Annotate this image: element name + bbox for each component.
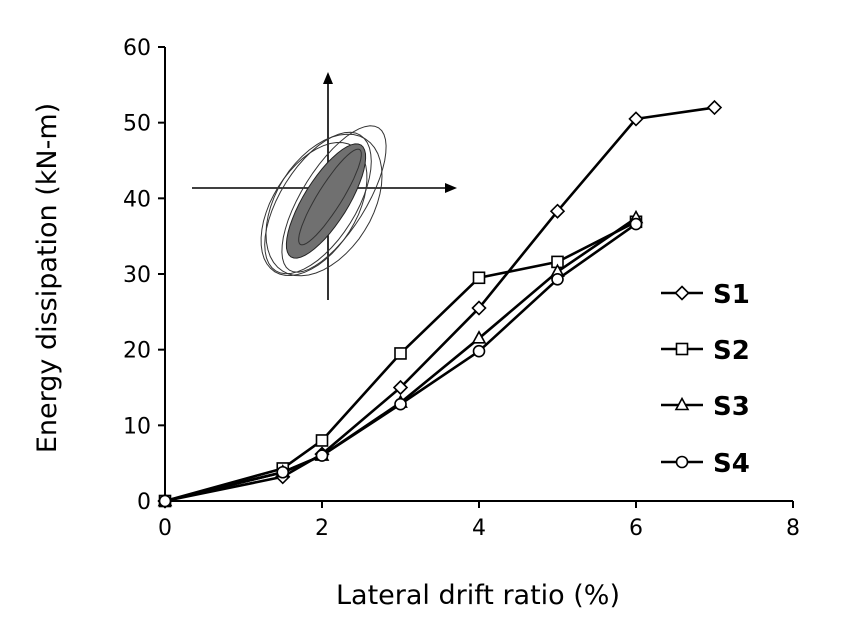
data-point-s2 <box>394 347 407 360</box>
legend-item-s4: S4 <box>661 449 750 479</box>
tick-labels: 0 2 4 6 8 0 10 20 30 40 50 60 <box>123 36 800 541</box>
legend-marker-s4 <box>675 455 689 469</box>
inset-hysteresis-loop <box>260 141 368 277</box>
legend-marker-s3 <box>674 396 690 411</box>
legend-item-s1: S1 <box>661 280 750 310</box>
series-line-s2 <box>164 220 637 503</box>
inset-arrow-up <box>323 72 333 84</box>
data-point-s4 <box>629 217 643 231</box>
legend-marker-s2 <box>675 342 689 356</box>
legend-label-s1: S1 <box>713 280 750 310</box>
legend-label-s2: S2 <box>713 336 750 366</box>
series-line-s1 <box>164 106 715 503</box>
y-tick-label: 0 <box>137 490 151 515</box>
y-tick-label: 40 <box>123 187 151 212</box>
inset-shaded-loop <box>285 143 367 259</box>
data-point-s2 <box>315 434 329 447</box>
series-s1 <box>157 99 723 509</box>
inset-hysteresis-loop <box>298 148 362 246</box>
hysteresis-inset <box>192 72 457 300</box>
y-tick-label: 20 <box>123 339 151 364</box>
inset-arrow-right <box>445 183 457 193</box>
legend-label-s4: S4 <box>713 449 750 479</box>
x-tick-label: 4 <box>472 516 486 541</box>
data-point-s1 <box>706 99 723 116</box>
data-point-s4 <box>315 449 329 462</box>
x-tick-label: 8 <box>786 516 800 541</box>
data-point-s1 <box>549 203 566 219</box>
series-s4 <box>158 217 643 508</box>
data-point-s2 <box>472 271 486 285</box>
x-tick-label: 6 <box>629 516 643 541</box>
data-point-s1 <box>471 300 487 316</box>
data-point-s3 <box>471 330 487 344</box>
y-axis-title: Energy dissipation (kN-m) <box>32 103 63 453</box>
data-point-s1 <box>628 111 644 127</box>
inset-hysteresis-loop <box>281 125 387 273</box>
y-tick-label: 60 <box>123 36 151 61</box>
data-point-s4 <box>276 465 290 479</box>
y-tick-label: 10 <box>123 414 151 439</box>
inset-hysteresis-loop <box>265 133 383 277</box>
x-axis-title: Lateral drift ratio (%) <box>336 580 620 611</box>
data-point-s4 <box>551 272 564 286</box>
legend-marker-s1 <box>674 285 690 301</box>
y-tick-label: 30 <box>123 263 151 288</box>
series-s2 <box>158 215 643 508</box>
data-point-s4 <box>158 494 172 508</box>
legend-item-s3: S3 <box>661 392 750 422</box>
y-tick-label: 50 <box>123 112 151 137</box>
data-point-s4 <box>472 344 486 358</box>
data-point-s4 <box>394 397 407 411</box>
legend-item-s2: S2 <box>661 336 750 366</box>
data-point-s1 <box>392 379 409 396</box>
legend: S1 S2 S3 S4 <box>661 280 750 479</box>
x-tick-label: 0 <box>158 516 172 541</box>
legend-label-s3: S3 <box>713 392 750 422</box>
data-series <box>157 99 723 509</box>
x-tick-label: 2 <box>315 516 329 541</box>
